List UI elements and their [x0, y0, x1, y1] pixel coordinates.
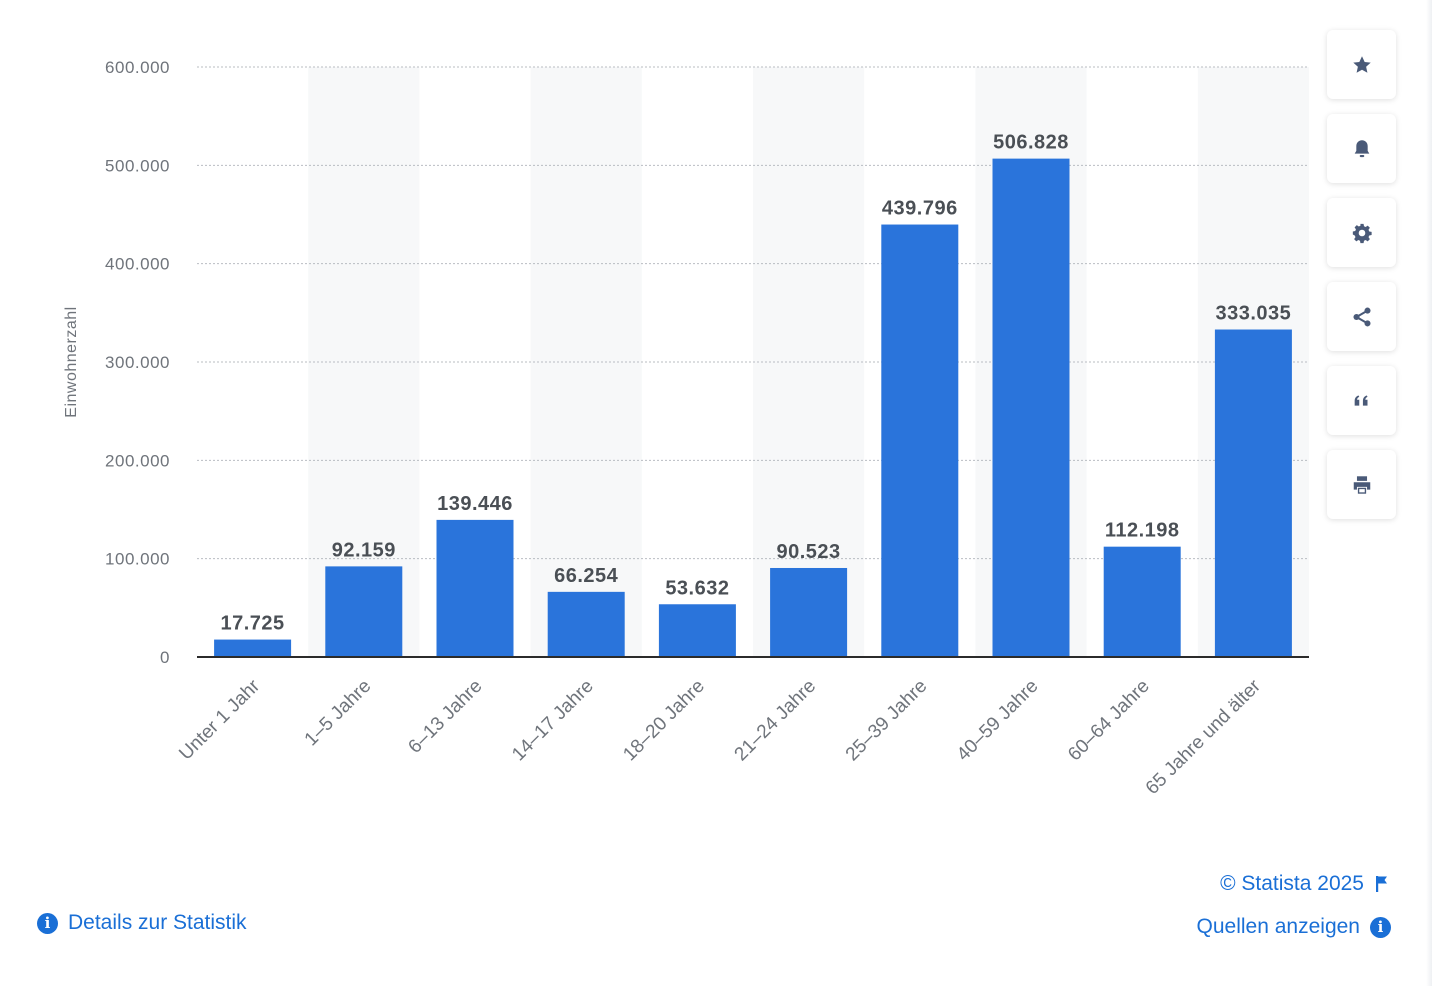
notification-button[interactable]: [1327, 114, 1396, 183]
details-link[interactable]: i Details zur Statistik: [37, 911, 247, 935]
y-axis-ticks: 0 100.000 200.000 300.000 400.000 500.000 600.…: [105, 58, 170, 667]
y-tick-label: 500.000: [105, 156, 170, 175]
x-tick-label: 65 Jahre und älter: [1142, 675, 1266, 799]
data-label: 17.725: [221, 613, 285, 635]
bar[interactable]: [325, 566, 403, 657]
x-tick-label: 60–64 Jahre: [1064, 676, 1154, 766]
data-label: 139.446: [437, 493, 513, 515]
x-tick-label: 6–13 Jahre: [404, 676, 486, 758]
y-tick-label: 100.000: [105, 550, 170, 569]
bar[interactable]: [1103, 546, 1181, 657]
share-icon: [1352, 307, 1371, 326]
right-edge-shadow: [1426, 0, 1432, 986]
chart-toolbar: [1327, 30, 1396, 519]
data-label: 439.796: [882, 198, 958, 220]
print-button[interactable]: [1327, 450, 1396, 519]
data-label: 66.254: [554, 565, 619, 587]
bar[interactable]: [214, 639, 292, 657]
y-tick-label: 600.000: [105, 58, 170, 77]
data-label: 53.632: [665, 577, 729, 599]
y-axis-title: Einwohnerzahl: [63, 306, 80, 417]
data-label: 506.828: [993, 132, 1069, 154]
bar[interactable]: [992, 158, 1070, 657]
bars: [214, 158, 1292, 657]
gridlines: [197, 66, 1309, 560]
bar[interactable]: [547, 591, 625, 657]
y-tick-label: 0: [160, 648, 170, 667]
details-label: Details zur Statistik: [68, 911, 247, 934]
info-icon: i: [1370, 916, 1391, 938]
info-icon: i: [37, 912, 58, 934]
data-label: 333.035: [1216, 303, 1292, 325]
bar[interactable]: [1214, 329, 1292, 657]
bar[interactable]: [881, 224, 959, 657]
bell-icon: [1354, 139, 1369, 157]
cite-button[interactable]: [1327, 366, 1396, 435]
x-tick-label: 1–5 Jahre: [301, 676, 376, 751]
x-tick-label: Unter 1 Jahr: [175, 675, 264, 764]
copyright-link[interactable]: © Statista 2025: [1220, 872, 1390, 896]
copyright-label: © Statista 2025: [1220, 872, 1364, 895]
printer-icon: [1353, 475, 1370, 494]
bar-chart: 17.725 92.159 139.446 66.254 53.632 90.523 439…: [63, 58, 1309, 799]
sources-label: Quellen anzeigen: [1196, 915, 1360, 938]
bar[interactable]: [770, 567, 848, 657]
share-button[interactable]: [1327, 282, 1396, 351]
y-tick-label: 400.000: [105, 255, 170, 274]
sources-link[interactable]: Quellen anzeigen i: [1197, 915, 1391, 939]
settings-button[interactable]: [1327, 198, 1396, 267]
value-labels: 17.725 92.159 139.446 66.254 53.632 90.523 439…: [221, 132, 1292, 635]
x-tick-label: 40–59 Jahre: [953, 676, 1043, 766]
x-tick-label: 25–39 Jahre: [842, 676, 932, 766]
favorite-button[interactable]: [1327, 30, 1396, 99]
x-tick-label: 21–24 Jahre: [731, 676, 821, 766]
x-tick-label: 18–20 Jahre: [619, 676, 709, 766]
data-label: 92.159: [332, 539, 396, 561]
x-tick-label: 14–17 Jahre: [508, 676, 598, 766]
star-icon: [1352, 55, 1371, 73]
bar[interactable]: [436, 519, 514, 657]
y-tick-label: 300.000: [105, 353, 170, 372]
data-label: 112.198: [1105, 520, 1180, 542]
y-tick-label: 200.000: [105, 451, 170, 470]
gear-icon: [1352, 223, 1372, 243]
data-label: 90.523: [777, 541, 841, 563]
bar[interactable]: [658, 604, 736, 657]
flag-icon: [1376, 876, 1387, 892]
quote-icon: [1354, 395, 1367, 406]
x-axis-ticks: Unter 1 Jahr 1–5 Jahre 6–13 Jahre 14–17 Jah…: [175, 675, 1265, 799]
